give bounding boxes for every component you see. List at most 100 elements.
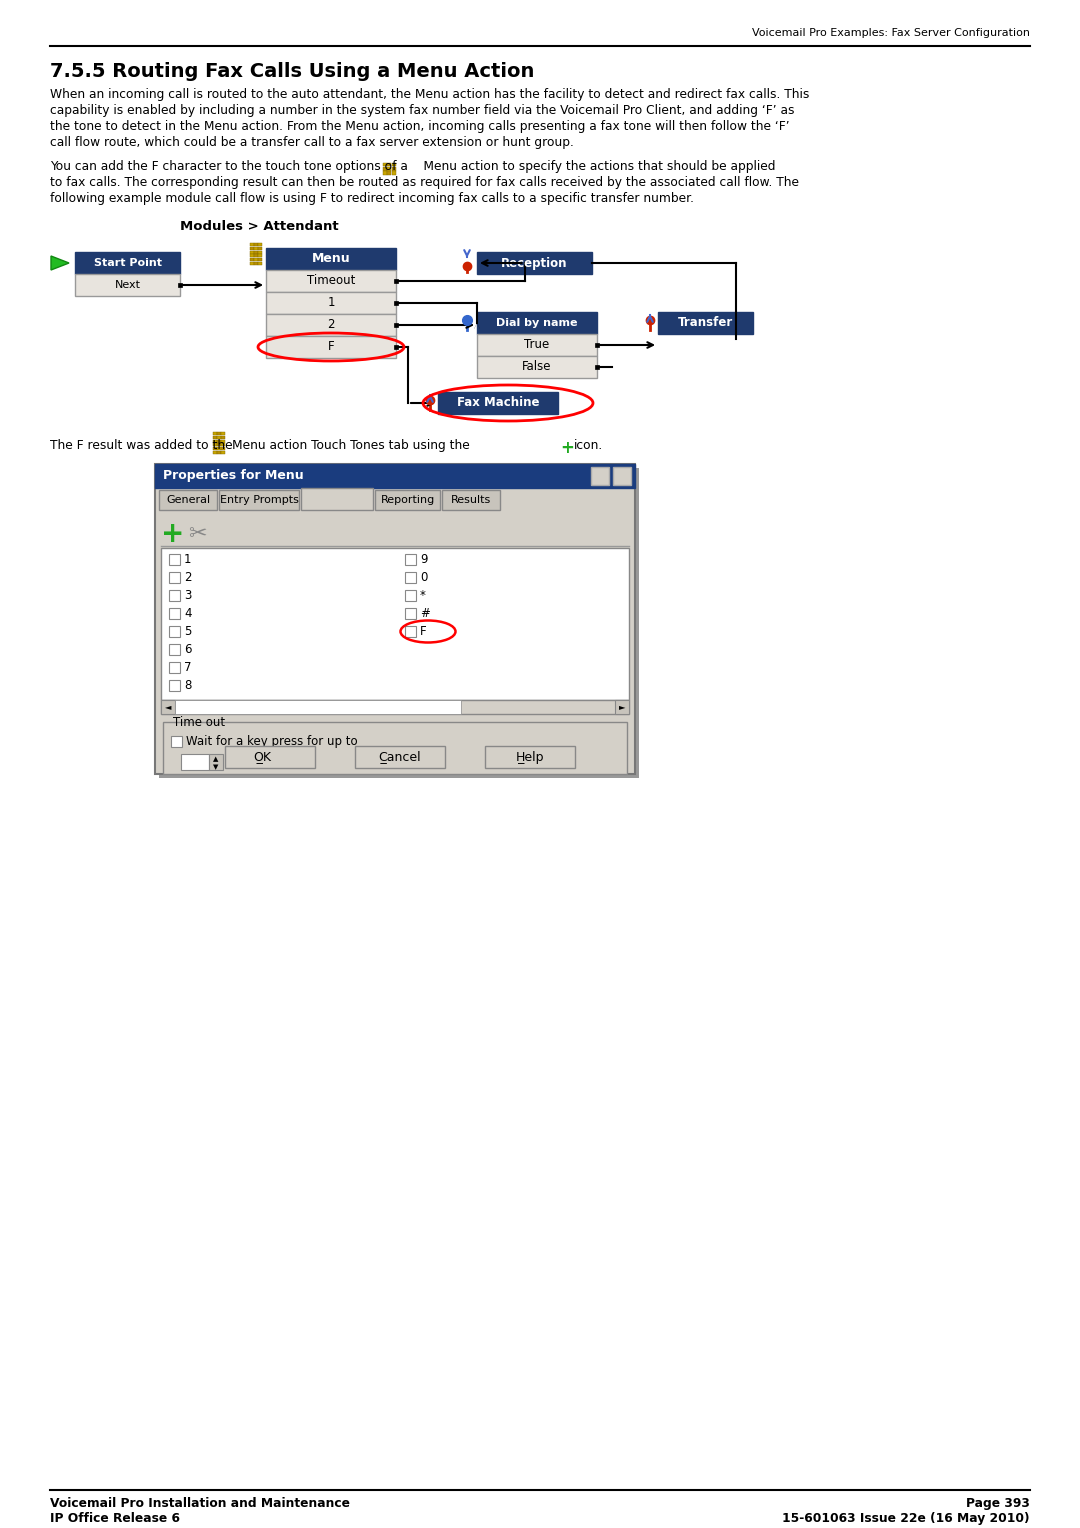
FancyBboxPatch shape [225,746,315,769]
FancyBboxPatch shape [392,162,395,167]
FancyBboxPatch shape [613,468,631,484]
Text: the tone to detect in the Menu action. From the Menu action, incoming calls pres: the tone to detect in the Menu action. F… [50,121,789,133]
Text: Dial by name: Dial by name [496,318,578,329]
Text: icon.: icon. [573,439,604,452]
Text: IP Office Release 6: IP Office Release 6 [50,1513,180,1525]
FancyBboxPatch shape [75,252,180,274]
Text: 4: 4 [184,607,191,620]
Text: 2: 2 [184,571,191,584]
FancyBboxPatch shape [258,258,261,261]
FancyBboxPatch shape [442,490,500,510]
Text: Touch Tones: Touch Tones [302,494,372,504]
Text: ►: ► [619,703,625,712]
FancyBboxPatch shape [178,283,183,287]
FancyBboxPatch shape [254,251,257,254]
Text: The F result was added to the: The F result was added to the [50,439,232,452]
FancyBboxPatch shape [171,736,183,747]
FancyBboxPatch shape [394,322,399,327]
FancyBboxPatch shape [485,746,575,769]
FancyBboxPatch shape [168,626,180,637]
Text: Reporting: Reporting [380,495,434,504]
Text: Properties for Menu: Properties for Menu [163,469,303,483]
FancyBboxPatch shape [210,753,222,770]
Text: 5: 5 [184,625,191,639]
FancyBboxPatch shape [168,662,180,672]
FancyBboxPatch shape [392,171,395,176]
Text: You can add the F character to the touch tone options of a    Menu action to spe: You can add the F character to the touch… [50,160,775,173]
FancyBboxPatch shape [221,435,225,439]
FancyBboxPatch shape [221,431,225,435]
FancyBboxPatch shape [168,680,180,691]
Text: Transfer: Transfer [678,316,733,330]
Text: Time out: Time out [173,715,225,729]
Text: O̲K: O̲K [253,750,271,764]
Text: 3: 3 [191,755,199,769]
FancyBboxPatch shape [383,162,387,167]
Polygon shape [51,257,69,270]
FancyBboxPatch shape [375,490,440,510]
Text: General: General [166,495,211,504]
FancyBboxPatch shape [217,440,220,443]
FancyBboxPatch shape [156,465,635,775]
FancyBboxPatch shape [388,171,391,176]
FancyBboxPatch shape [217,435,220,439]
Text: Wait for a key press for up to: Wait for a key press for up to [186,735,357,749]
FancyBboxPatch shape [168,571,180,584]
Text: to fax calls. The corresponding result can then be routed as required for fax ca: to fax calls. The corresponding result c… [50,176,799,189]
FancyBboxPatch shape [258,261,261,264]
Text: Voicemail Pro Examples: Fax Server Configuration: Voicemail Pro Examples: Fax Server Confi… [752,28,1030,38]
FancyBboxPatch shape [249,261,254,264]
FancyBboxPatch shape [477,335,597,356]
FancyBboxPatch shape [254,246,257,251]
Text: *: * [420,588,426,602]
FancyBboxPatch shape [595,365,599,368]
Text: ✔: ✔ [170,555,179,564]
Text: +: + [561,439,573,457]
Text: 8: 8 [184,678,191,692]
Text: Reception: Reception [501,257,568,269]
FancyBboxPatch shape [258,246,261,251]
Text: following example module call flow is using F to redirect incoming fax calls to : following example module call flow is us… [50,193,694,205]
FancyBboxPatch shape [168,608,180,619]
FancyBboxPatch shape [477,356,597,377]
Text: 1: 1 [184,553,191,565]
FancyBboxPatch shape [477,252,592,274]
Text: 0: 0 [420,571,428,584]
FancyBboxPatch shape [405,555,416,565]
Text: 15-601063 Issue 22e (16 May 2010): 15-601063 Issue 22e (16 May 2010) [783,1513,1030,1525]
FancyBboxPatch shape [159,490,217,510]
FancyBboxPatch shape [217,451,220,454]
Text: 7.5.5 Routing Fax Calls Using a Menu Action: 7.5.5 Routing Fax Calls Using a Menu Act… [50,63,535,81]
Text: C̲ancel: C̲ancel [379,750,421,764]
FancyBboxPatch shape [355,746,445,769]
FancyBboxPatch shape [383,167,387,171]
Text: ✔: ✔ [172,736,181,747]
Text: Page 393: Page 393 [967,1497,1030,1510]
Text: Timeout: Timeout [307,275,355,287]
FancyBboxPatch shape [388,162,391,167]
FancyBboxPatch shape [438,393,558,414]
FancyBboxPatch shape [168,643,180,656]
Text: ▼: ▼ [214,764,218,770]
Text: seconds: seconds [229,755,276,769]
FancyBboxPatch shape [394,345,399,348]
Text: Menu: Menu [312,252,350,266]
Text: #: # [420,607,430,620]
FancyBboxPatch shape [254,261,257,264]
FancyBboxPatch shape [163,723,627,775]
FancyBboxPatch shape [595,342,599,347]
Text: ✂: ✂ [188,524,206,544]
FancyBboxPatch shape [168,555,180,565]
FancyBboxPatch shape [217,431,220,435]
Text: Start Point: Start Point [94,258,162,267]
FancyBboxPatch shape [221,446,225,451]
Text: 7: 7 [184,662,191,674]
FancyBboxPatch shape [249,251,254,254]
Text: ✔: ✔ [170,573,179,582]
Text: F: F [420,625,427,639]
FancyBboxPatch shape [405,608,416,619]
FancyBboxPatch shape [258,254,261,257]
Text: ?: ? [597,471,604,481]
Text: ✔: ✔ [406,626,415,637]
FancyBboxPatch shape [213,435,216,439]
